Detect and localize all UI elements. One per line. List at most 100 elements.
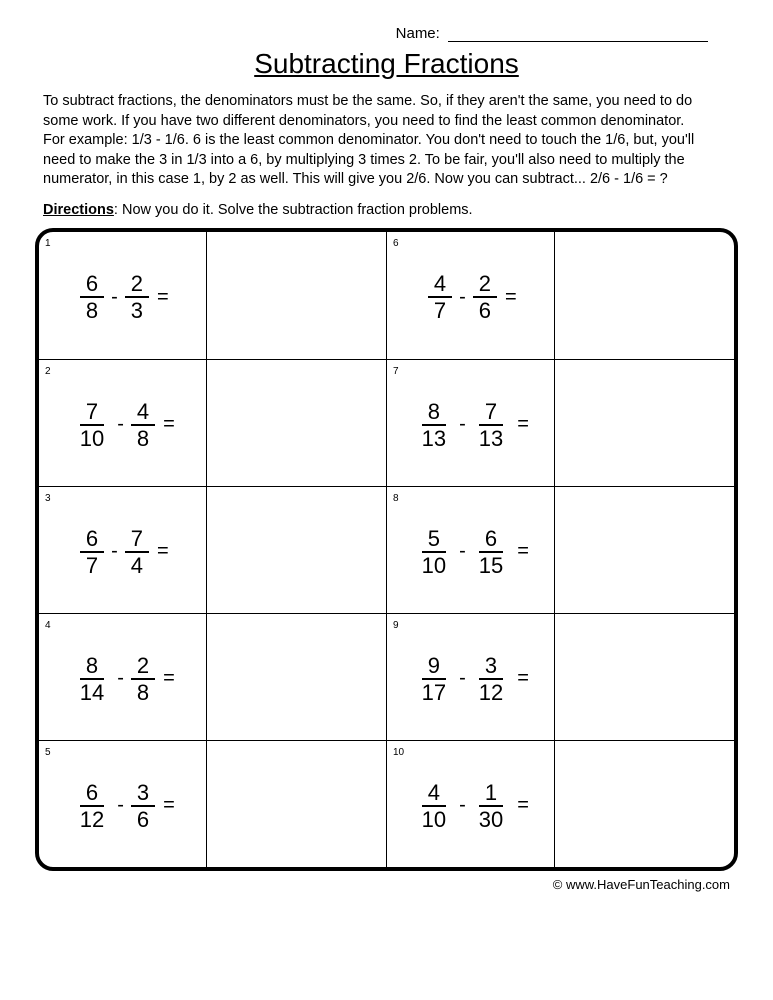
minus-sign: -	[117, 413, 124, 436]
problem-area: 6 7 - 7 4 =	[39, 487, 206, 613]
fraction-a: 8 14	[74, 654, 110, 704]
answer-area[interactable]	[554, 360, 734, 486]
answer-area[interactable]	[206, 232, 386, 359]
fraction-expression: 4 10 - 1 30 =	[412, 781, 529, 831]
fraction-b: 4 8	[131, 400, 155, 450]
denominator: 12	[473, 680, 509, 704]
denominator: 13	[416, 426, 452, 450]
numerator: 9	[422, 654, 446, 680]
problem-cell: 3 6 7 - 7 4 =	[39, 486, 386, 613]
problem-cell: 10 4 10 - 1 30 =	[386, 740, 734, 867]
minus-sign: -	[117, 794, 124, 817]
denominator: 12	[74, 807, 110, 831]
fraction-expression: 7 10 - 4 8 =	[70, 400, 175, 450]
denominator: 6	[473, 298, 497, 322]
denominator: 10	[74, 426, 110, 450]
fraction-expression: 8 14 - 2 8 =	[70, 654, 175, 704]
numerator: 4	[422, 781, 446, 807]
numerator: 2	[131, 654, 155, 680]
problem-area: 6 8 - 2 3 =	[39, 232, 206, 359]
problem-area: 9 17 - 3 12 =	[387, 614, 554, 740]
fraction-expression: 6 7 - 7 4 =	[76, 527, 169, 577]
denominator: 15	[473, 553, 509, 577]
fraction-b: 6 15	[473, 527, 509, 577]
question-number: 4	[45, 620, 51, 631]
question-number: 2	[45, 366, 51, 377]
problem-area: 7 10 - 4 8 =	[39, 360, 206, 486]
answer-area[interactable]	[554, 487, 734, 613]
fraction-b: 2 6	[473, 272, 497, 322]
fraction-a: 8 13	[416, 400, 452, 450]
answer-area[interactable]	[206, 360, 386, 486]
denominator: 10	[416, 807, 452, 831]
minus-sign: -	[111, 540, 118, 563]
name-input-line[interactable]	[448, 41, 708, 42]
problem-cell: 1 6 8 - 2 3 =	[39, 232, 386, 359]
answer-area[interactable]	[206, 741, 386, 867]
problems-grid: 1 6 8 - 2 3 = 6 4 7 - 2 6 = 2 7 10	[35, 228, 738, 871]
fraction-b: 1 30	[473, 781, 509, 831]
grid-row: 2 7 10 - 4 8 = 7 8 13 - 7 13 =	[39, 359, 734, 486]
minus-sign: -	[459, 540, 466, 563]
problem-cell: 9 9 17 - 3 12 =	[386, 613, 734, 740]
answer-area[interactable]	[554, 741, 734, 867]
equals-sign: =	[517, 413, 529, 436]
directions-text: : Now you do it. Solve the subtraction f…	[114, 202, 473, 218]
equals-sign: =	[163, 794, 175, 817]
name-field-line: Name:	[35, 25, 738, 42]
denominator: 10	[416, 553, 452, 577]
problem-area: 8 13 - 7 13 =	[387, 360, 554, 486]
page-title: Subtracting Fractions	[35, 48, 738, 80]
fraction-expression: 6 12 - 3 6 =	[70, 781, 175, 831]
numerator: 6	[80, 781, 104, 807]
question-number: 10	[393, 747, 404, 758]
denominator: 3	[125, 298, 149, 322]
question-number: 8	[393, 493, 399, 504]
numerator: 4	[428, 272, 452, 298]
minus-sign: -	[117, 667, 124, 690]
answer-area[interactable]	[206, 614, 386, 740]
problem-cell: 4 8 14 - 2 8 =	[39, 613, 386, 740]
denominator: 14	[74, 680, 110, 704]
fraction-a: 7 10	[74, 400, 110, 450]
denominator: 8	[131, 426, 155, 450]
name-label: Name:	[396, 25, 440, 42]
answer-area[interactable]	[206, 487, 386, 613]
problem-area: 4 10 - 1 30 =	[387, 741, 554, 867]
problem-area: 8 14 - 2 8 =	[39, 614, 206, 740]
fraction-expression: 8 13 - 7 13 =	[412, 400, 529, 450]
minus-sign: -	[459, 413, 466, 436]
fraction-a: 5 10	[416, 527, 452, 577]
problem-cell: 7 8 13 - 7 13 =	[386, 359, 734, 486]
fraction-b: 2 8	[131, 654, 155, 704]
fraction-expression: 6 8 - 2 3 =	[76, 272, 169, 322]
fraction-expression: 9 17 - 3 12 =	[412, 654, 529, 704]
denominator: 7	[428, 298, 452, 322]
grid-row: 5 6 12 - 3 6 = 10 4 10 - 1 30 =	[39, 740, 734, 867]
grid-row: 1 6 8 - 2 3 = 6 4 7 - 2 6 =	[39, 232, 734, 359]
problem-cell: 6 4 7 - 2 6 =	[386, 232, 734, 359]
fraction-a: 6 7	[80, 527, 104, 577]
numerator: 5	[422, 527, 446, 553]
numerator: 6	[80, 272, 104, 298]
fraction-a: 4 10	[416, 781, 452, 831]
footer-credit: © www.HaveFunTeaching.com	[35, 877, 738, 892]
answer-area[interactable]	[554, 614, 734, 740]
question-number: 9	[393, 620, 399, 631]
denominator: 4	[125, 553, 149, 577]
answer-area[interactable]	[554, 232, 734, 359]
numerator: 7	[479, 400, 503, 426]
numerator: 7	[125, 527, 149, 553]
minus-sign: -	[459, 667, 466, 690]
minus-sign: -	[459, 794, 466, 817]
denominator: 30	[473, 807, 509, 831]
equals-sign: =	[163, 667, 175, 690]
question-number: 7	[393, 366, 399, 377]
denominator: 7	[80, 553, 104, 577]
numerator: 2	[125, 272, 149, 298]
question-number: 3	[45, 493, 51, 504]
fraction-a: 6 12	[74, 781, 110, 831]
fraction-expression: 4 7 - 2 6 =	[424, 272, 517, 322]
numerator: 8	[422, 400, 446, 426]
minus-sign: -	[111, 286, 118, 309]
